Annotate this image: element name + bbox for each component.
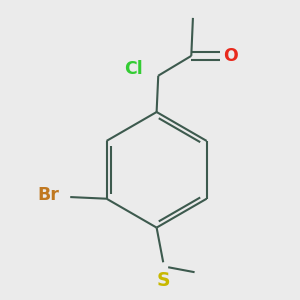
Text: Br: Br [38, 186, 60, 204]
Text: S: S [157, 271, 170, 290]
Text: O: O [223, 47, 238, 65]
Text: Cl: Cl [124, 60, 143, 78]
